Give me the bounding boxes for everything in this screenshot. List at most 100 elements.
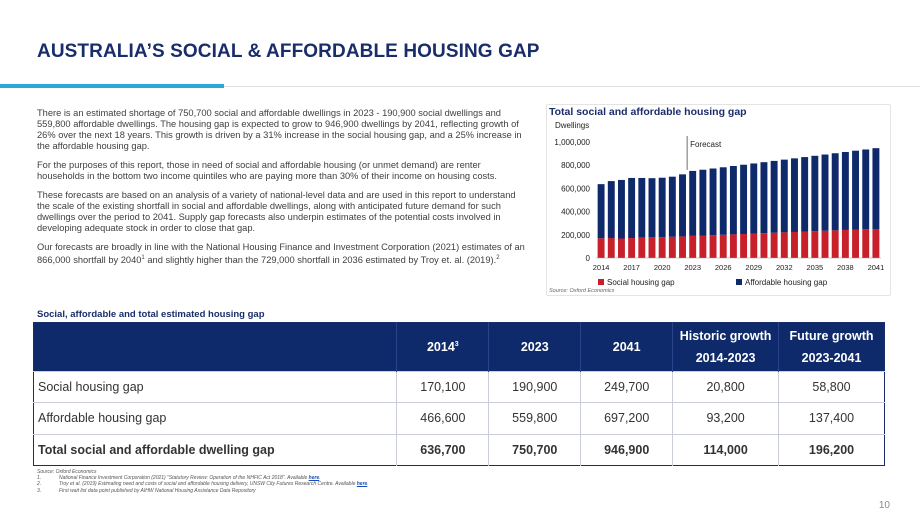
header-future-top: Future growth (789, 329, 874, 343)
legend-label-affordable: Affordable housing gap (745, 278, 828, 287)
table-row: Affordable housing gap 466,600 559,800 6… (33, 402, 885, 435)
x-tick-label: 2020 (654, 263, 671, 272)
legend-label-social: Social housing gap (607, 278, 675, 287)
bar-social-2040 (862, 229, 870, 258)
y-axis-label: Dwellings (555, 121, 589, 130)
bar-social-2033 (791, 231, 798, 258)
bar-social-2027 (729, 234, 737, 258)
bar-social-2029 (750, 233, 758, 258)
bar-social-2039 (852, 229, 860, 258)
bar-social-2038 (841, 229, 849, 258)
footnote-link-2[interactable]: here (356, 481, 368, 488)
cell-2014: 466,600 (396, 402, 489, 435)
x-tick-label: 2035 (806, 263, 823, 272)
bar-affordable-2020 (658, 177, 666, 238)
row-label: Social housing gap (33, 370, 397, 403)
bar-social-2026 (719, 234, 727, 258)
page-title: AUSTRALIA’S SOCIAL & AFFORDABLE HOUSING … (37, 41, 540, 62)
bar-social-2016 (617, 238, 625, 258)
footnote-body: First wait list data point published by … (59, 487, 256, 494)
footnote-2: 2. Troy et al. (2019) Estimating need and… (37, 481, 369, 487)
row-label: Total social and affordable dwelling gap (33, 433, 397, 466)
bar-affordable-2028 (740, 164, 748, 234)
footnote-number: 2. (37, 481, 42, 488)
footnote-end: . (367, 481, 369, 488)
page-number: 10 (878, 500, 890, 511)
footnote-number: 1. (37, 475, 42, 482)
paragraph-shortage: There is an estimated shortage of 750,70… (37, 108, 522, 151)
bar-affordable-2023 (689, 170, 697, 236)
footnote-source: Source: Oxford Economics (37, 469, 97, 475)
bar-social-2021 (668, 236, 676, 258)
x-tick-label: 2026 (715, 263, 732, 272)
header-label-cell (33, 322, 397, 372)
footnote-link-1[interactable]: here (308, 475, 320, 482)
table-title: Social, affordable and total estimated h… (37, 309, 265, 320)
cell-2014: 636,700 (396, 433, 489, 466)
bar-social-2041 (872, 229, 880, 258)
header-2014-footnote: 3 (454, 340, 459, 348)
bar-affordable-2033 (791, 158, 798, 232)
bar-social-2014 (597, 238, 605, 258)
bar-social-2035 (811, 231, 819, 258)
title-divider (224, 86, 920, 87)
x-tick-label: 2017 (623, 263, 640, 272)
cell-historic: 20,800 (672, 370, 779, 403)
bar-affordable-2030 (760, 162, 768, 234)
bar-affordable-2021 (668, 176, 676, 237)
bar-affordable-2025 (709, 168, 717, 236)
bar-affordable-2036 (821, 154, 829, 231)
bar-social-2022 (679, 236, 686, 258)
y-tick-label: 1,000,000 (554, 138, 590, 147)
bar-social-2025 (709, 235, 717, 258)
body-text: There is an estimated shortage of 750,70… (37, 108, 529, 274)
cell-future: 196,200 (778, 433, 885, 466)
bar-affordable-2039 (852, 150, 860, 230)
housing-gap-chart: Dwellings 0 200,000 400,000 600,000 800,000 1,… (554, 121, 884, 287)
cell-future: 58,800 (778, 370, 885, 403)
footnote-ref-1: 1 (141, 255, 145, 261)
chart-title: Total social and affordable housing gap (549, 106, 747, 118)
row-label: Affordable housing gap (33, 402, 397, 435)
bar-affordable-2024 (699, 169, 707, 236)
bar-social-2019 (648, 237, 656, 258)
header-historic-growth: Historic growth 2014-2023 (672, 322, 779, 372)
footnote-body: National Finance Investment Corporation … (59, 475, 309, 482)
bar-affordable-2034 (801, 157, 809, 232)
bar-affordable-2038 (841, 151, 849, 230)
bar-affordable-2029 (750, 163, 758, 234)
bar-affordable-2019 (648, 178, 656, 238)
bar-social-2028 (740, 233, 748, 258)
footnote-3: 3. First wait list data point published b… (37, 488, 369, 494)
bar-social-2023 (689, 235, 697, 258)
cell-2023: 559,800 (488, 402, 581, 435)
header-historic-top: Historic growth (679, 329, 772, 343)
footnote-end: . (319, 475, 321, 482)
bar-social-2031 (770, 232, 778, 258)
bar-social-2036 (821, 230, 829, 258)
bar-social-2024 (699, 235, 707, 258)
bar-affordable-2032 (780, 159, 788, 233)
bar-social-2015 (607, 238, 615, 258)
chart-frame (546, 104, 891, 296)
cell-2014: 170,100 (396, 370, 489, 403)
y-tick-label: 800,000 (561, 161, 590, 170)
bar-affordable-2031 (770, 160, 778, 233)
housing-gap-table: 20143 2023 2041 Historic growth 2014-2023… (33, 322, 885, 466)
cell-historic: 114,000 (672, 433, 779, 466)
bar-affordable-2017 (628, 177, 636, 239)
footnote-ref-2: 2 (496, 255, 500, 261)
footnote-body: Troy et al. (2019) Estimating need and c… (59, 481, 357, 488)
table-row: Social housing gap 170,100 190,900 249,7… (33, 370, 885, 403)
header-future-growth: Future growth 2023-2041 (778, 322, 885, 372)
bar-affordable-2026 (719, 167, 727, 235)
bar-social-2020 (658, 237, 666, 258)
bar-affordable-2014 (597, 184, 605, 239)
y-tick-label: 200,000 (561, 231, 590, 240)
paragraph-method: These forecasts are based on an analysis… (37, 190, 516, 233)
footnote-1: 1. National Finance Investment Corporatio… (37, 475, 369, 481)
bar-affordable-2018 (638, 177, 646, 238)
title-accent-bar (0, 84, 224, 88)
footnote-number: 3. (37, 487, 42, 494)
bar-social-2032 (780, 232, 788, 258)
